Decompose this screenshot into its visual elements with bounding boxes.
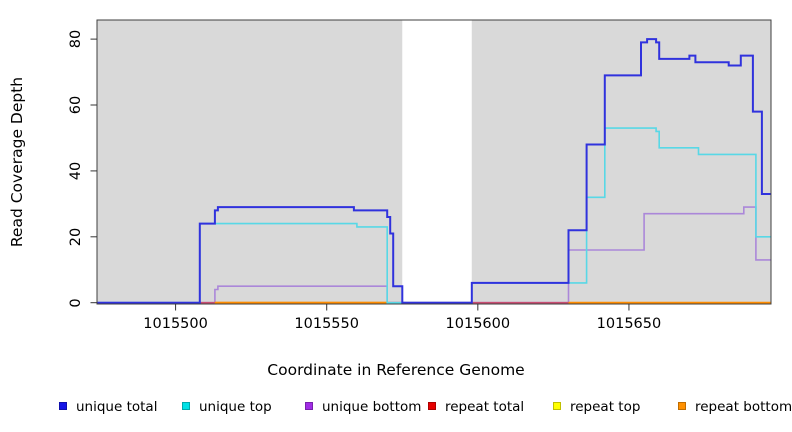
no-data-gap [402,20,472,304]
x-tick-label: 1015500 [143,316,208,332]
y-tick-label: 20 [68,227,84,247]
legend-swatch-icon [678,402,686,410]
plot-border [96,19,772,305]
x-tick-label: 1015550 [294,316,359,332]
legend-swatch-icon [59,402,67,410]
y-tick-label: 60 [68,95,84,115]
y-axis-title: Read Coverage Depth [8,76,26,248]
legend-label: repeat total [445,399,525,415]
x-tick-label: 1015650 [596,316,662,332]
x-axis-title: Coordinate in Reference Genome [267,361,525,379]
legend-swatch-icon [182,402,190,410]
legend-label: repeat top [570,399,641,415]
legend-label: unique bottom [322,399,422,415]
legend-label: unique top [199,399,272,415]
series-line-unique-total [97,38,771,304]
y-tick-label: 0 [68,298,84,308]
series-line-unique-top [97,127,771,304]
x-tick-label: 1015600 [445,316,511,332]
y-tick-label: 40 [68,161,84,181]
legend-swatch-icon [305,402,313,410]
y-tick-label: 80 [68,29,84,49]
legend-label: repeat bottom [695,399,792,415]
legend-label: unique total [76,399,158,415]
legend-swatch-icon [553,402,561,410]
legend-swatch-icon [428,402,436,410]
